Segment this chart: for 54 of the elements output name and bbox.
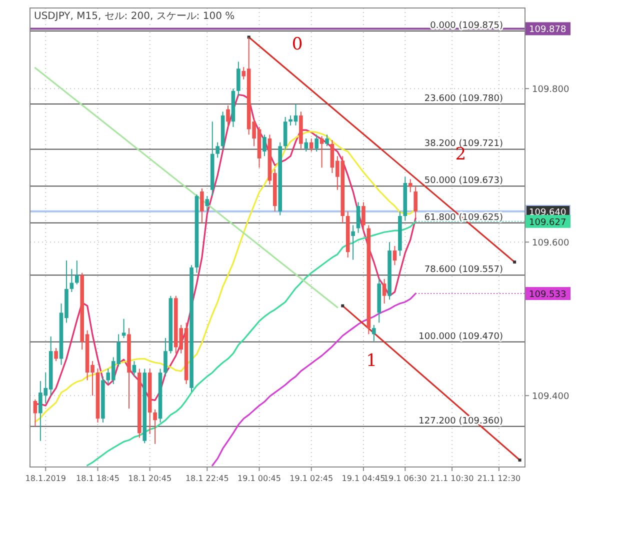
y-tick-label: 109.600 (532, 238, 570, 249)
candlestick (200, 188, 204, 224)
candlestick (74, 260, 79, 285)
candlestick (325, 134, 329, 147)
candlestick (414, 186, 418, 218)
candlestick (262, 134, 266, 157)
point (518, 458, 522, 462)
ref-line-label: 23.600 (109.780) (424, 94, 503, 104)
candlestick (236, 61, 240, 97)
x-tick-label: 19.1 00:45 (238, 474, 281, 483)
annotation: 0 (292, 34, 303, 54)
x-tick-label: 21.1 10:30 (430, 474, 474, 483)
ref-line-label: 100.000 (109.470) (418, 332, 503, 342)
x-tick-label: 19.1 04:45 (342, 474, 386, 483)
x-tick-label: 18.1 18:45 (76, 474, 120, 483)
line-series (34, 130, 416, 423)
point (341, 304, 344, 308)
data-label: 109.533 (529, 290, 566, 300)
x-tick-label: 18.1.2019 (25, 474, 66, 483)
data-label: 109.627 (529, 218, 566, 228)
candlestick (54, 348, 58, 362)
x-tick-label: 18.1 22:45 (185, 474, 229, 483)
candlestick (226, 104, 230, 128)
candlestick (314, 134, 318, 152)
point (513, 260, 516, 264)
candlestick (382, 278, 386, 304)
ref-line-label: 109.878 (529, 25, 566, 36)
candlestick (356, 202, 360, 234)
y-tick-label: 109.800 (532, 85, 570, 96)
candlestick (33, 398, 38, 427)
candlestick (362, 202, 366, 232)
candlestick (164, 338, 168, 377)
x-tick-label: 19.1 02:45 (290, 474, 334, 483)
x-tick-label: 19.1 06:30 (383, 474, 427, 483)
y-tick-label: 109.400 (532, 392, 570, 402)
x-tick-label: 21.1 12:30 (477, 474, 521, 483)
ref-line-label: 109.640 (529, 208, 566, 218)
candlestick (320, 136, 324, 168)
candlestick (205, 196, 210, 212)
candlestick (309, 138, 314, 152)
chart-title: USDJPY, M15, セル: 200, スケール: 100 % (34, 11, 235, 22)
candlestick (408, 178, 412, 193)
annotation: 1 (366, 351, 377, 372)
candlestick (304, 138, 308, 152)
x-tick-label: 18.1 20:45 (128, 474, 172, 483)
candlestick (351, 224, 355, 260)
candlestick (372, 324, 376, 342)
ref-line-label: 50.000 (109.673) (424, 176, 503, 186)
ref-line-label: 78.600 (109.557) (424, 265, 503, 276)
candlestick (132, 360, 136, 377)
candlestick (216, 142, 220, 158)
candlestick (392, 245, 397, 266)
candlestick (153, 408, 157, 444)
candlestick (70, 268, 74, 292)
